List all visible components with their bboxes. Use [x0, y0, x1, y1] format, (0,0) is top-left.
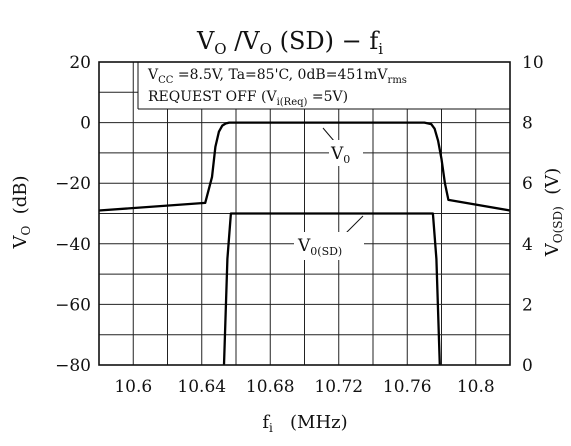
- y-left-tick-label: 0: [80, 114, 91, 134]
- series-line-v0sd: [222, 212, 441, 366]
- plot-frame: [98, 61, 511, 366]
- x-axis-label: fi (MHz): [262, 412, 347, 435]
- y-left-tick-label: −20: [55, 174, 91, 194]
- x-tick-label: 10.64: [177, 377, 226, 397]
- y-right-tick-label: 10: [522, 53, 544, 73]
- y-left-tick-label: −80: [55, 356, 91, 376]
- annotation-box: [138, 62, 510, 109]
- grid-lines: [99, 62, 510, 365]
- v0sd-label-bg: [294, 232, 364, 260]
- y-right-tick-label: 2: [522, 295, 533, 315]
- v0sd-leader-line: [345, 215, 364, 234]
- y-right-tick-labels: 10 8 6 4 2 0: [522, 53, 544, 376]
- v0-series-label: V0: [330, 144, 350, 166]
- y-left-tick-label: −40: [55, 235, 91, 255]
- annotation-line-1: VCC =8.5V, Ta=85'C, 0dB=451mVrms: [147, 67, 407, 86]
- y-right-tick-label: 6: [522, 174, 533, 194]
- v0-label-bg: [329, 140, 363, 166]
- annotation-line-2: REQUEST OFF (Vi(Req) =5V): [148, 89, 348, 108]
- y-left-tick-label: 20: [69, 53, 91, 73]
- series-layer: [98, 121, 511, 366]
- y-left-axis-label: VO (dB): [10, 175, 33, 249]
- x-tick-label: 10.68: [246, 377, 295, 397]
- y-left-tick-labels: 20 0 −20 −40 −60 −80: [55, 53, 91, 376]
- y-left-tick-label: −60: [55, 295, 91, 315]
- v0sd-series-label: V0(SD): [297, 236, 342, 258]
- x-tick-label: 10.72: [314, 377, 363, 397]
- x-tick-label: 10.6: [114, 377, 152, 397]
- series-line-v0: [98, 121, 511, 212]
- y-right-tick-label: 4: [522, 235, 533, 255]
- x-tick-label: 10.76: [383, 377, 432, 397]
- chart-title: VO /VO (SD) − fi: [196, 27, 383, 58]
- y-right-tick-label: 8: [522, 114, 533, 134]
- x-tick-label: 10.8: [457, 377, 495, 397]
- y-right-axis-label: VO(SD) (V): [542, 168, 565, 258]
- x-tick-labels: 10.6 10.64 10.68 10.72 10.76 10.8: [114, 377, 494, 397]
- y-right-tick-label: 0: [522, 356, 533, 376]
